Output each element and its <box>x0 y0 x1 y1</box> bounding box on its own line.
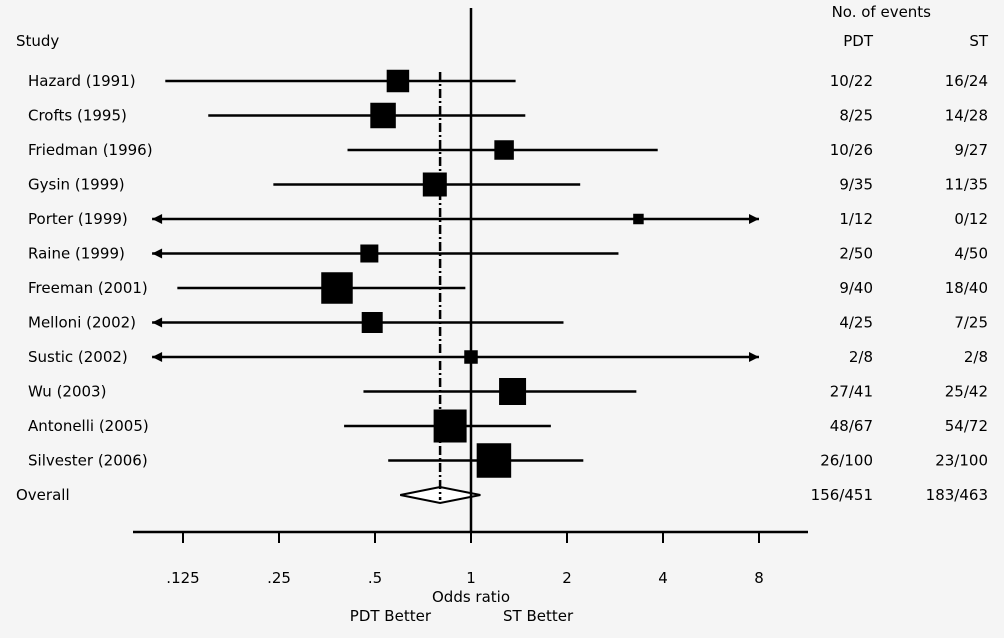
st-events: 25/42 <box>945 383 988 401</box>
events-column-title: No. of events <box>832 3 932 21</box>
pdt-events: 2/50 <box>839 245 873 263</box>
st-column-header: ST <box>969 32 989 50</box>
ci-arrow-left <box>152 214 163 224</box>
study-row: Raine (1999) 2/50 4/50 <box>28 244 988 263</box>
study-row: Porter (1999) 1/12 0/12 <box>28 210 988 228</box>
st-events: 7/25 <box>954 314 988 332</box>
study-row: Sustic (2002) 2/8 2/8 <box>28 348 988 366</box>
pdt-events: 9/40 <box>839 279 873 297</box>
effect-size-square <box>321 272 353 304</box>
study-name: Melloni (2002) <box>28 314 136 332</box>
st-events: 11/35 <box>945 176 988 194</box>
pdt-events: 26/100 <box>820 452 873 470</box>
pdt-events: 27/41 <box>830 383 873 401</box>
study-column-header: Study <box>16 32 59 50</box>
pdt-events: 9/35 <box>839 176 873 194</box>
overall-pdt-events: 156/451 <box>811 486 873 504</box>
study-row: Melloni (2002) 4/25 7/25 <box>28 312 988 333</box>
ci-arrow-left <box>152 317 163 328</box>
effect-size-square <box>422 172 447 197</box>
study-row: Antonelli (2005) 48/67 54/72 <box>28 409 988 443</box>
ci-arrow-right <box>749 352 759 362</box>
study-name: Wu (2003) <box>28 383 106 401</box>
pdt-events: 4/25 <box>839 314 873 332</box>
study-name: Antonelli (2005) <box>28 417 149 435</box>
pdt-events: 2/8 <box>849 348 873 366</box>
st-events: 9/27 <box>954 141 988 159</box>
x-tick-label: .125 <box>166 569 199 587</box>
effect-size-square <box>370 102 396 129</box>
pdt-events: 1/12 <box>839 210 873 228</box>
study-name: Raine (1999) <box>28 245 125 263</box>
ci-arrow-right <box>749 214 759 224</box>
pdt-events: 48/67 <box>830 417 873 435</box>
study-row: Freeman (2001) 9/40 18/40 <box>28 272 988 304</box>
favours-pdt-label: PDT Better <box>350 607 432 625</box>
ci-arrow-left <box>152 248 163 259</box>
x-tick-label: 8 <box>754 569 764 587</box>
x-axis-ticks: .125 .25 .5 1 2 4 8 <box>166 532 764 587</box>
study-name: Silvester (2006) <box>28 452 148 470</box>
overall-st-events: 183/463 <box>926 486 988 504</box>
effect-size-square <box>499 378 527 405</box>
overall-row: Overall 156/451 183/463 <box>16 485 988 505</box>
effect-size-square <box>360 244 379 263</box>
pdt-events: 10/22 <box>830 72 873 90</box>
x-tick-label: 2 <box>562 569 572 587</box>
study-name: Crofts (1995) <box>28 107 127 125</box>
x-tick-label: 1 <box>466 569 476 587</box>
overall-label: Overall <box>16 486 70 504</box>
st-events: 23/100 <box>935 452 988 470</box>
effect-size-square <box>361 312 383 333</box>
x-tick-label: 4 <box>658 569 668 587</box>
st-events: 14/28 <box>945 107 988 125</box>
st-events: 16/24 <box>945 72 988 90</box>
x-tick-label: .5 <box>368 569 382 587</box>
effect-size-square <box>433 409 467 443</box>
study-name: Porter (1999) <box>28 210 128 228</box>
overall-diamond <box>400 485 481 505</box>
study-rows: Hazard (1991) 10/22 16/24 Crofts (1995) 8/25… <box>16 69 988 505</box>
study-name: Sustic (2002) <box>28 348 128 366</box>
x-tick-label: .25 <box>267 569 291 587</box>
favours-st-label: ST Better <box>503 607 574 625</box>
effect-size-square <box>476 443 512 478</box>
x-axis-label: Odds ratio <box>432 588 510 606</box>
study-row: Friedman (1996) 10/26 9/27 <box>28 140 988 160</box>
pdt-events: 8/25 <box>839 107 873 125</box>
study-row: Crofts (1995) 8/25 14/28 <box>28 102 988 129</box>
ci-arrow-left <box>152 352 163 362</box>
effect-size-square <box>494 140 514 160</box>
study-row: Hazard (1991) 10/22 16/24 <box>28 69 988 93</box>
study-row: Wu (2003) 27/41 25/42 <box>28 378 988 405</box>
pdt-column-header: PDT <box>843 32 874 50</box>
effect-size-square <box>386 69 410 93</box>
st-events: 18/40 <box>945 279 988 297</box>
study-row: Silvester (2006) 26/100 23/100 <box>28 443 988 478</box>
pdt-events: 10/26 <box>830 141 873 159</box>
st-events: 54/72 <box>945 417 988 435</box>
st-events: 0/12 <box>954 210 988 228</box>
study-row: Gysin (1999) 9/35 11/35 <box>28 172 988 197</box>
st-events: 2/8 <box>964 348 988 366</box>
study-name: Friedman (1996) <box>28 141 153 159</box>
study-name: Hazard (1991) <box>28 72 136 90</box>
study-name: Freeman (2001) <box>28 279 148 297</box>
study-name: Gysin (1999) <box>28 176 125 194</box>
effect-size-square <box>633 213 644 225</box>
st-events: 4/50 <box>954 245 988 263</box>
